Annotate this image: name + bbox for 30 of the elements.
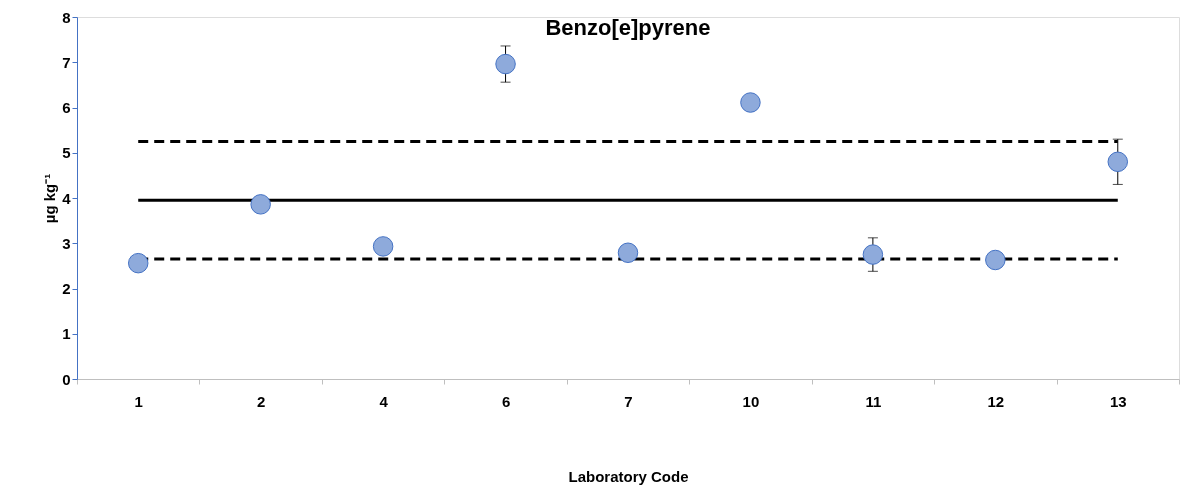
y-tick-label: 6 [62, 99, 71, 116]
y-tick-label: 4 [62, 189, 72, 207]
y-tick-label: 2 [62, 280, 71, 297]
point [740, 92, 761, 113]
point [250, 194, 271, 215]
point [127, 252, 149, 274]
point [1107, 151, 1129, 173]
y-tick-label: 0 [62, 370, 71, 388]
x-axis-title: Laboratory Code [568, 467, 689, 485]
y-tick-label: 5 [62, 144, 71, 162]
x-tick-label: 4 [379, 392, 389, 410]
x-tick-label: 2 [256, 392, 266, 410]
x-tick-label: 11 [865, 392, 882, 410]
point [985, 249, 1006, 271]
point [862, 244, 884, 265]
x-tick-label: 7 [624, 392, 633, 410]
x-tick-label: 6 [501, 392, 511, 410]
x-tick-label: 12 [987, 392, 1005, 410]
point [372, 236, 394, 257]
point [495, 53, 516, 75]
x-tick-label: 10 [742, 392, 760, 410]
x-tick-label: 1 [134, 392, 143, 410]
y-tick-label: 8 [62, 8, 71, 26]
chart-title: Benzo[e]pyrene [545, 15, 711, 40]
y-tick-label: 7 [62, 53, 71, 71]
point [617, 242, 639, 263]
y-tick-label: 1 [62, 325, 71, 343]
y-axis-title: µg kg⁻¹ [41, 173, 59, 224]
y-tick-label: 3 [62, 234, 71, 252]
x-tick-label: 13 [1109, 392, 1127, 410]
